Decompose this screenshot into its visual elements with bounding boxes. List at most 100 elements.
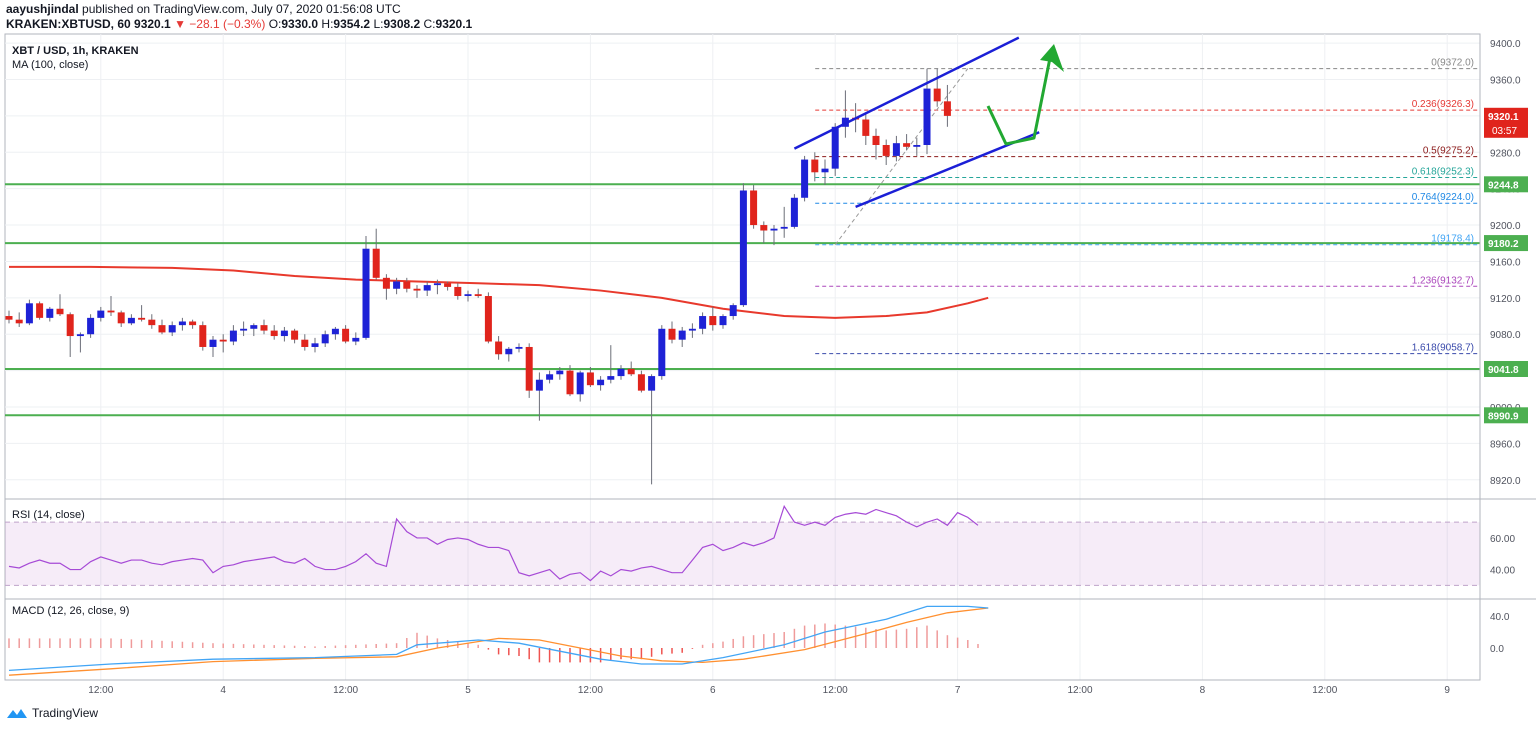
candle-body [617,368,625,377]
candle-body [525,346,533,391]
candle-body [892,143,900,156]
high-value: 9354.2 [333,17,371,31]
current-price-label: 9320.1 [1488,112,1519,123]
candle-body [576,372,584,395]
time-tick-label: 5 [465,685,471,696]
symbol-label: KRAKEN:XBTUSD, 60 [6,17,131,31]
rsi-tick-label: 60.00 [1490,534,1515,545]
candle-body [862,119,870,136]
open-value: 9330.0 [281,17,319,31]
support-price-label: 9180.2 [1488,239,1519,250]
fib-level-label: 1(9178.4) [1431,234,1474,245]
candle-body [25,303,33,324]
tradingview-logo-icon [7,709,27,718]
support-price-badge [1484,176,1528,193]
candle-body [882,144,890,156]
candle-body [627,368,635,375]
candle-body [770,228,778,231]
brand-name[interactable]: TradingView [32,706,99,720]
candle-body [607,376,615,380]
candle-body [739,190,747,306]
candle-body [699,316,707,329]
fib-trend-line [834,68,969,246]
time-tick-label: 12:00 [823,685,848,696]
close-value: 9320.1 [435,17,473,31]
time-tick-label: 12:00 [88,685,113,696]
footer: TradingView [6,706,98,720]
candle-body [648,376,656,391]
candle-body [780,226,788,229]
chart-canvas[interactable]: 0(9372.0) 0.236(9326.3) 0.5(9275.2) 0.618(9… [0,0,1536,700]
candle-body [107,310,115,313]
candle-body [637,374,645,391]
candle-body [464,294,472,297]
price-axis[interactable]: 9400.09360.09320.09280.09240.09200.09160… [1479,34,1528,680]
candle-body [423,285,431,291]
countdown-timer: 03:57 [1492,126,1517,137]
open-label: O: [268,17,282,31]
candle-body [87,317,95,335]
support-price-label: 8990.9 [1488,411,1519,422]
candle-body [790,197,798,227]
candle-body [393,281,401,289]
fib-level-label: 1.618(9058.7) [1412,343,1474,354]
candle-body [546,374,554,380]
candle-body [76,334,84,337]
candle-body [750,190,758,226]
price-tick-label: 9280.0 [1490,148,1521,159]
ma-label: MA (100, close) [12,59,88,71]
macd-signal-line [8,607,989,676]
green-arrow-path [986,57,1052,146]
candle-body [168,325,176,333]
candle-body [801,159,809,198]
time-tick-label: 6 [710,685,716,696]
candle-body [270,330,278,337]
candle-body [66,314,74,337]
candle-body [811,159,819,173]
price-tick-label: 9200.0 [1490,221,1521,232]
rsi-tick-label: 40.00 [1490,566,1515,577]
time-axis[interactable]: 12:00 4 12:00 5 12:00 6 12:00 7 12:00 8 12:00 9 [5,679,1480,696]
candle-body [240,328,248,331]
candle-body [321,334,329,344]
candle-body [831,126,839,169]
candle-body [535,379,543,391]
candle-body [97,310,105,318]
candle-body [260,325,268,331]
moving-average [9,265,989,319]
candle-body [515,346,523,349]
fib-level-label: 0.764(9224.0) [1412,192,1474,203]
author-name[interactable]: aayushjindal [6,2,79,16]
ma-line [9,265,989,319]
ohlc-line: KRAKEN:XBTUSD, 60 9320.1 ▼ −28.1 (−0.3%)… [6,17,472,31]
drawings[interactable] [793,36,1064,209]
candle-body [301,339,309,347]
fib-level-label: 1.236(9132.7) [1412,275,1474,286]
green-arrow-head [1040,44,1064,72]
candle-body [36,303,44,318]
candle-body [505,348,513,355]
fib-level-label: 0.5(9275.2) [1423,146,1474,157]
close-label: C: [423,17,436,31]
support-levels [5,183,1480,417]
fibonacci-retracement[interactable]: 0(9372.0) 0.236(9326.3) 0.5(9275.2) 0.618(9… [815,58,1478,355]
time-tick-label: 12:00 [1067,685,1092,696]
current-price-badge [1484,107,1528,138]
candle-body [158,325,166,333]
candle-body [178,321,186,326]
candle-body [729,305,737,317]
low-value: 9308.2 [383,17,421,31]
candle-body [127,317,135,324]
support-price-label: 9244.8 [1488,180,1519,191]
candle-body [189,321,197,326]
candle-body [566,370,574,395]
last-price: 9320.1 [134,17,171,31]
price-tick-label: 9120.0 [1490,294,1521,305]
candle-body [678,330,686,340]
macd-label: MACD (12, 26, close, 9) [12,605,129,617]
grid [4,33,1536,681]
macd-line [8,605,989,672]
fib-level-label: 0.236(9326.3) [1412,99,1474,110]
candle-body [362,248,370,338]
candle-body [291,330,299,340]
